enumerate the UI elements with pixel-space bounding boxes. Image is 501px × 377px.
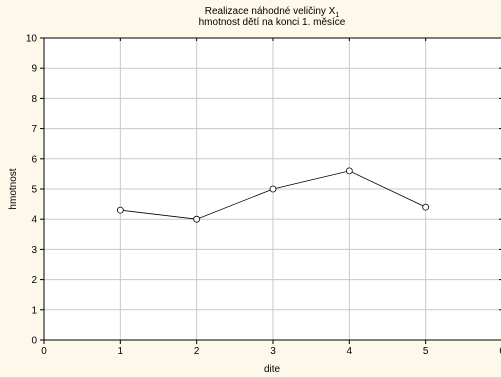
chart-title: Realizace náhodné veličiny X1 xyxy=(205,6,340,19)
chart-title-subscript: 1 xyxy=(335,12,339,19)
y-tick-label: 1 xyxy=(31,305,37,316)
x-tick-labels: 0 1 2 3 4 5 6 xyxy=(41,38,501,357)
y-tick-label: 5 xyxy=(31,185,37,196)
y-tick-label: 0 xyxy=(31,336,37,347)
y-tick-label: 6 xyxy=(31,154,37,165)
y-tick-label: 10 xyxy=(26,34,38,45)
x-tick-label: 4 xyxy=(347,346,353,357)
data-point-marker xyxy=(269,185,277,193)
chart-subtitle: hmotnost dětí na konci 1. měsíce xyxy=(199,17,346,28)
y-tick-label: 8 xyxy=(31,94,37,105)
x-tick-label: 1 xyxy=(118,346,124,357)
x-tick-label: 6 xyxy=(499,346,501,357)
data-point-marker xyxy=(422,203,430,211)
y-tick-labels: 0 1 2 3 4 5 6 7 8 9 10 xyxy=(26,34,501,347)
chart-title-text: Realizace náhodné veličiny X xyxy=(205,6,336,17)
x-axis-label: dite xyxy=(264,364,281,375)
series-group xyxy=(116,167,430,223)
data-point-marker xyxy=(193,215,201,223)
x-tick-label: 2 xyxy=(194,346,200,357)
y-axis-label: hmotnost xyxy=(8,168,19,209)
y-tick-label: 2 xyxy=(31,275,37,286)
data-point-marker xyxy=(116,206,124,214)
x-tick-label: 0 xyxy=(41,346,47,357)
x-tick-label: 3 xyxy=(270,346,276,357)
y-tick-label: 4 xyxy=(31,215,37,226)
y-tick-label: 7 xyxy=(31,124,37,135)
data-point-marker xyxy=(345,167,353,175)
y-tick-label: 9 xyxy=(31,64,37,75)
y-tick-label: 3 xyxy=(31,245,37,256)
x-tick-label: 5 xyxy=(423,346,429,357)
